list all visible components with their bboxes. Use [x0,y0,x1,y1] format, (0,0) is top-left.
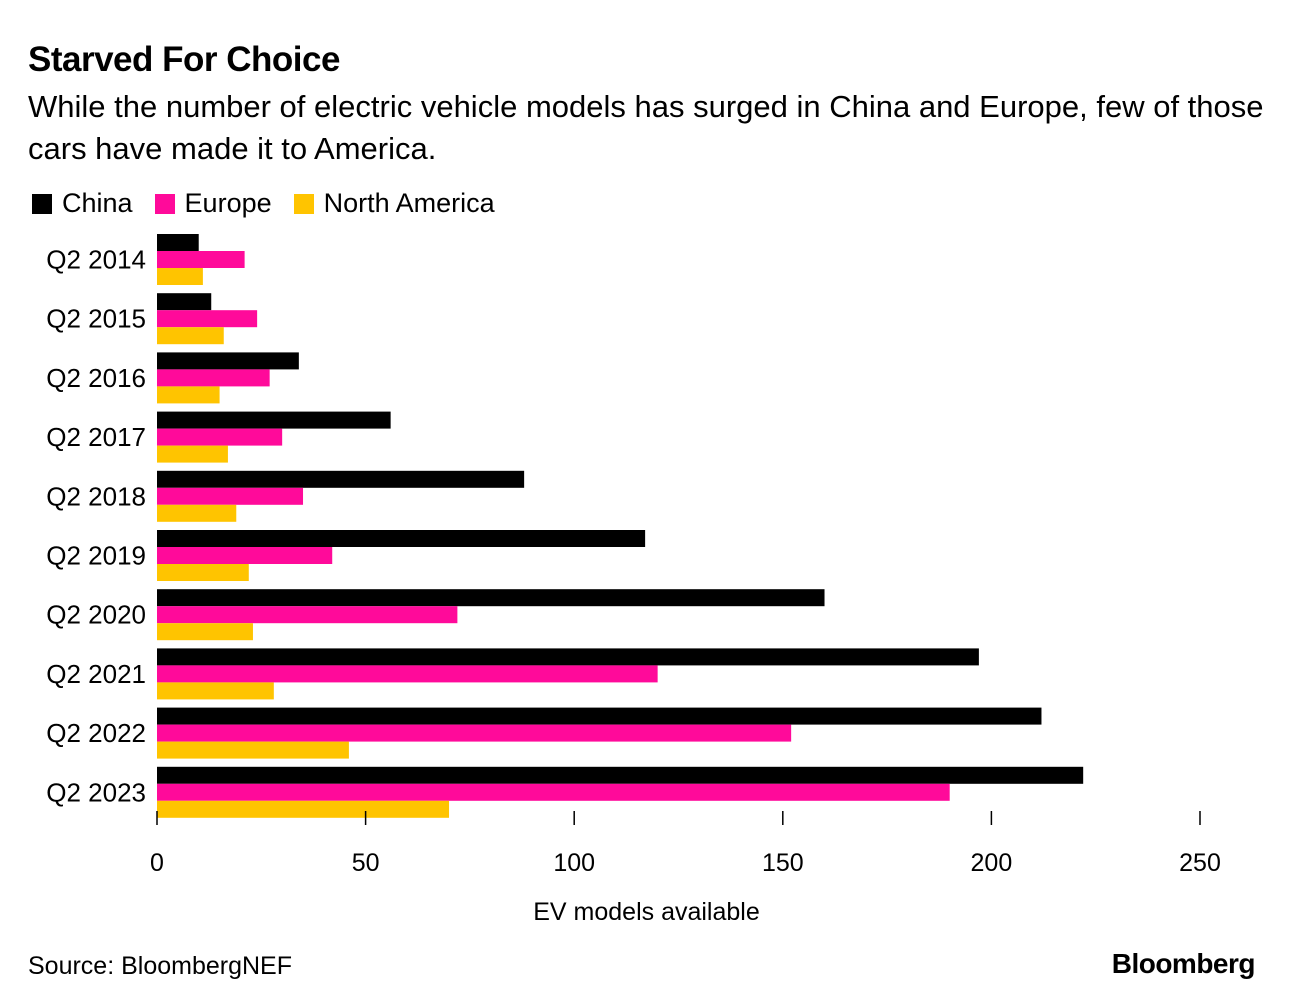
category-label-q2-2014: Q2 2014 [46,245,146,275]
bar-china-q2-2018 [157,470,525,488]
bar-north-america-q2-2021 [157,682,274,700]
category-label-q2-2018: Q2 2018 [46,481,146,511]
bar-north-america-q2-2017 [157,445,228,463]
bar-europe-q2-2020 [157,606,458,624]
bar-china-q2-2023 [157,766,1084,784]
bar-north-america-q2-2019 [157,564,249,581]
bar-europe-q2-2023 [157,783,950,801]
bar-europe-q2-2018 [157,487,304,505]
bar-north-america-q2-2014 [157,268,203,285]
bar-china-q2-2019 [157,530,646,547]
source-note: Source: BloombergNEF [28,952,293,980]
bar-china-q2-2020 [157,589,825,607]
legend-swatch-europe [154,193,175,214]
bar-europe-q2-2022 [157,724,792,742]
x-tick-label-0: 0 [150,849,164,877]
category-label-q2-2023: Q2 2023 [46,777,146,807]
x-tick-label-200: 200 [971,849,1013,877]
bar-europe-q2-2019 [157,547,333,564]
legend-item-north-america: North America [293,188,495,219]
legend-swatch-china [32,193,52,214]
bar-china-q2-2017 [157,411,391,429]
category-label-q2-2020: Q2 2020 [46,600,146,630]
legend-label-north-america: North America [323,188,495,218]
bar-china-q2-2022 [157,707,1042,725]
bar-china-q2-2021 [157,648,979,666]
category-label-q2-2022: Q2 2022 [46,718,146,748]
bar-north-america-q2-2023 [157,800,450,818]
legend-item-china: China [32,188,133,219]
bar-china-q2-2014 [157,234,199,251]
chart-title: Starved For Choice [28,40,340,79]
bar-north-america-q2-2018 [157,504,237,522]
bar-china-q2-2016 [157,352,299,370]
category-label-q2-2016: Q2 2016 [46,363,146,393]
bar-europe-q2-2014 [157,251,245,268]
bar-north-america-q2-2015 [157,327,224,345]
bar-china-q2-2015 [157,293,212,311]
chart-subtitle: While the number of electric vehicle mod… [28,89,1264,166]
legend-item-europe: Europe [154,188,272,219]
bar-europe-q2-2016 [157,369,270,387]
chart-legend: China Europe North America [32,188,517,219]
category-label-q2-2017: Q2 2017 [46,422,146,452]
x-tick-label-100: 100 [553,849,595,877]
bar-europe-q2-2021 [157,665,658,683]
legend-label-europe: Europe [184,188,272,218]
category-label-q2-2015: Q2 2015 [46,304,146,334]
legend-swatch-north-america [293,193,314,214]
x-tick-label-150: 150 [762,849,804,877]
bar-north-america-q2-2020 [157,623,253,641]
category-label-q2-2021: Q2 2021 [46,659,146,689]
bar-north-america-q2-2016 [157,386,220,404]
x-axis-title: EV models available [533,898,760,926]
bar-europe-q2-2015 [157,310,258,328]
bar-north-america-q2-2022 [157,741,349,759]
x-tick-label-50: 50 [352,849,380,877]
x-tick-label-250: 250 [1179,849,1221,877]
bar-europe-q2-2017 [157,428,283,446]
legend-label-china: China [62,188,133,218]
category-label-q2-2019: Q2 2019 [46,541,146,571]
brand-logo: Bloomberg [1111,948,1256,979]
